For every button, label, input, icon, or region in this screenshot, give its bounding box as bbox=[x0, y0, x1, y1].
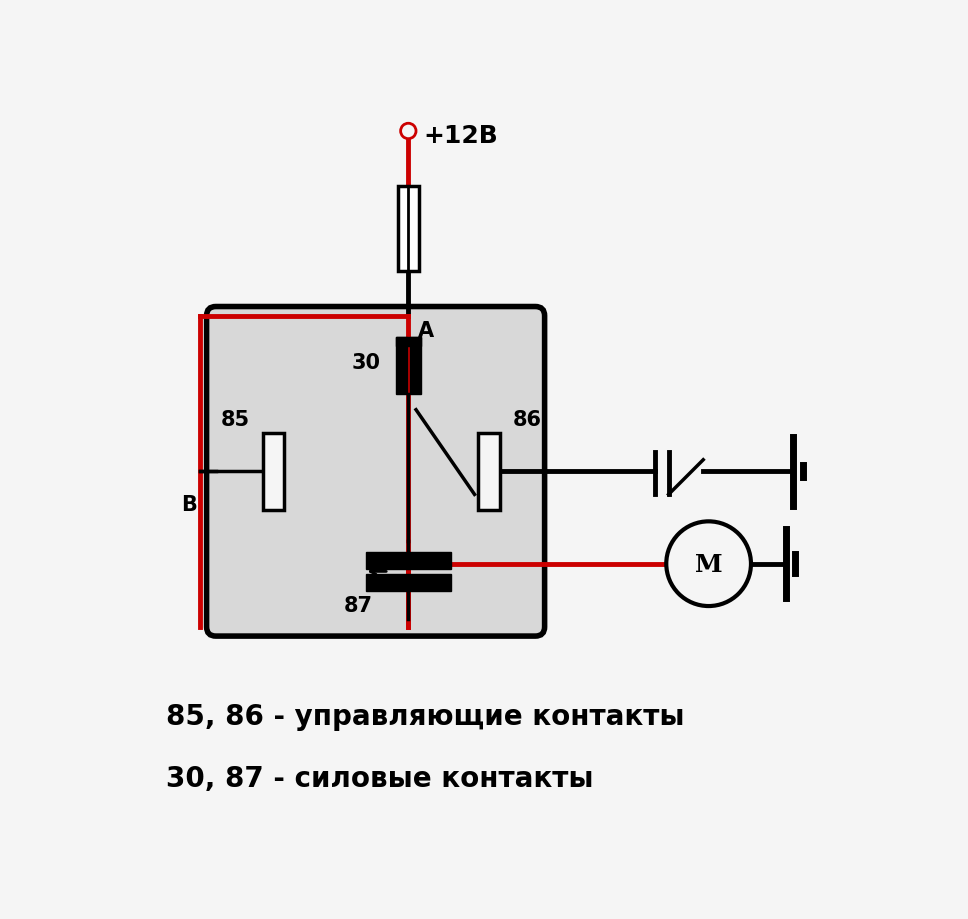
Text: 85, 86 - управляющие контакты: 85, 86 - управляющие контакты bbox=[166, 702, 684, 731]
Circle shape bbox=[666, 522, 751, 607]
Circle shape bbox=[401, 124, 416, 140]
Bar bbox=[478, 434, 499, 510]
Bar bbox=[366, 552, 451, 570]
Text: 87: 87 bbox=[344, 595, 373, 615]
Text: A: A bbox=[417, 320, 434, 340]
Bar bbox=[366, 574, 451, 591]
Text: 86: 86 bbox=[513, 410, 542, 429]
Bar bbox=[262, 434, 285, 510]
Text: 30: 30 bbox=[351, 353, 380, 372]
Bar bbox=[396, 337, 421, 346]
Text: 30, 87 - силовые контакты: 30, 87 - силовые контакты bbox=[166, 764, 593, 792]
Bar bbox=[409, 337, 421, 395]
Bar bbox=[396, 337, 407, 395]
FancyBboxPatch shape bbox=[206, 307, 545, 636]
Text: B: B bbox=[181, 494, 197, 515]
Text: M: M bbox=[695, 552, 722, 576]
Text: 85: 85 bbox=[221, 410, 250, 429]
Text: +12В: +12В bbox=[424, 124, 499, 148]
Bar bbox=[398, 187, 419, 272]
